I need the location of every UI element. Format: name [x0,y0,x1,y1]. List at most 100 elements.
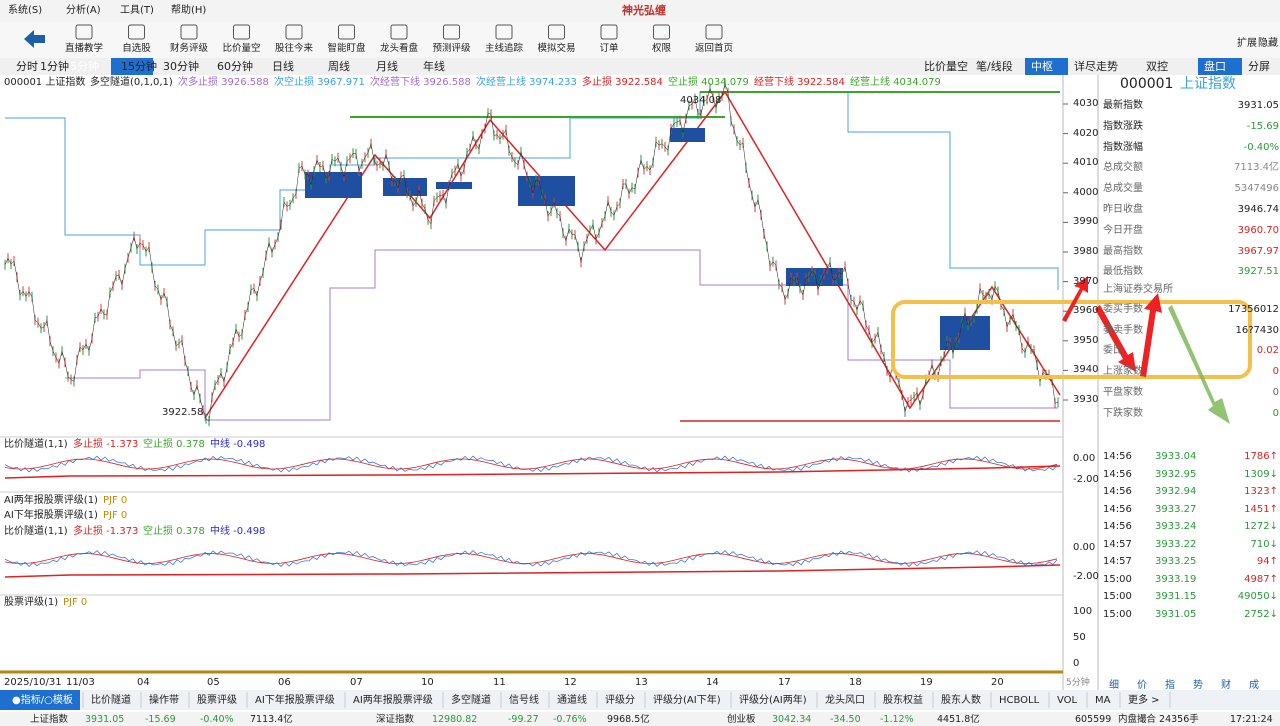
tool-button[interactable]: 自选股 [122,43,151,54]
indicator-tab[interactable]: 股东人数 [941,695,981,706]
tool-button[interactable]: 直播教学 [64,43,103,54]
status-item: 3931.05 [85,714,125,725]
view-tab[interactable]: 双控 [1146,60,1168,73]
brand: 神光弘缠 [622,4,666,17]
quote-tab[interactable]: 财 [1221,680,1231,691]
sub-stop [4,564,1061,578]
period-tab[interactable]: 日线 [272,60,294,73]
period-tab[interactable]: 30分钟 [163,60,199,73]
period-tab[interactable]: 分时 [16,60,38,73]
stat-label: 指数涨幅 [1103,141,1143,153]
period-tab[interactable]: 1分钟 [40,60,69,73]
tool-button[interactable]: 主线追踪 [484,43,523,54]
stat-value: 3946.74 [1237,204,1279,215]
period-tab[interactable]: 月线 [376,60,398,73]
back-arrow[interactable] [24,30,45,48]
indicator-tab[interactable]: HCBOLL [999,695,1040,706]
indicator-tab[interactable]: ●指标/○模板 [12,695,73,706]
exchange: 上海证券交易所 [1103,284,1173,295]
stat-label: 昨日收盘 [1103,204,1143,215]
stat-value: 7113.4亿 [1234,162,1279,174]
period-tab[interactable]: 5分钟 [70,60,99,73]
indicator-label: 股票评级(1) [4,597,59,608]
tool-button[interactable]: 模拟交易 [537,43,576,54]
annotation: 3922.58 [162,407,204,418]
tool-icon [443,24,460,40]
indicator-tab[interactable]: 信号线 [509,695,539,706]
menu-item[interactable]: 分析(A) [66,5,101,16]
indicator-tab[interactable]: AI下年报股票评级 [255,695,335,706]
indicator-tab[interactable]: 股票评级 [197,695,237,706]
menu-item[interactable]: 帮助(H) [171,5,207,16]
x-tick-label: 20 [991,677,1004,688]
view-tab[interactable]: 盘口 [1204,60,1226,73]
menu-bar [0,0,1280,22]
tool-button[interactable]: 股往今来 [274,43,313,54]
indicator-tab[interactable]: 股东权益 [883,695,923,706]
menu-item[interactable]: 工具(T) [120,5,154,16]
trade-time: 15:00 [1103,608,1132,620]
y-tick-label: 0.00 [1073,453,1096,464]
indicator-tab[interactable]: 龙头风口 [825,695,865,706]
tool-button[interactable]: 隐藏 [1258,38,1278,49]
period-tab[interactable]: 周线 [328,60,350,73]
indicator-tab[interactable]: 评级分(AI下年) [653,695,721,706]
indicator-tab[interactable]: 通道线 [557,695,587,706]
y-tick-label: 3970 [1073,275,1099,287]
tool-button[interactable]: 权限 [651,43,671,54]
quote-tab[interactable]: 成 [1249,680,1259,691]
x-tick-label: 11 [493,677,506,688]
tool-button[interactable]: 预测评级 [432,43,471,54]
indicator-tab[interactable]: AI两年报股票评级 [353,695,433,706]
menu-item[interactable]: 系统(S) [8,5,43,16]
indicator-label: 多止损 -1.373 [73,526,139,537]
trade-volume: 1309↓ [1244,468,1278,480]
indicator-tab[interactable]: 比价隧道 [91,695,131,706]
annotation: 4034.08 [680,95,722,106]
tool-button[interactable]: 返回首页 [694,43,733,54]
tool-button[interactable]: 订单 [599,43,619,54]
view-tab[interactable]: 分屏 [1248,60,1270,73]
tool-icon [600,24,618,40]
tool-button[interactable]: 财务评级 [169,43,208,54]
stat-label: 委比 [1103,345,1123,357]
status-item: -99.27 [508,714,539,725]
status-item: -0.76% [553,714,587,725]
indicator-label: 次经营下线 3926.588 [370,77,471,88]
indicator-tab[interactable]: 多空隧道 [451,695,491,706]
status-item: 深证指数 [376,714,415,725]
y-tick-label: 3960 [1073,305,1099,317]
view-tab[interactable]: 详尽走势 [1074,60,1118,73]
stat-label: 委卖手数 [1103,324,1143,336]
view-tab[interactable]: 笔/线段 [976,60,1013,73]
quote-tab[interactable]: 细 [1109,680,1119,691]
quote-tab[interactable]: 指 [1165,680,1175,691]
indicator-tab[interactable]: 评级分(AI两年) [739,695,807,706]
status-item: -34.50 [830,714,861,725]
period-tab[interactable]: 年线 [423,60,445,73]
quote-tab[interactable]: 势 [1193,680,1203,691]
view-tab[interactable]: 中枢 [1031,60,1053,73]
stat-value: 3967.97 [1237,245,1279,257]
stat-label: 最高指数 [1103,245,1143,257]
tool-button[interactable]: 智能盯盘 [327,43,366,54]
indicator-tab[interactable]: 评级分 [605,695,635,706]
period-tab[interactable]: 60分钟 [217,60,253,73]
tab-bar [0,58,1280,75]
pivot-box [940,316,990,350]
indicator-tab[interactable]: VOL [1057,695,1078,706]
y-tick-label: 0.00 [1073,542,1096,553]
indicator-tab[interactable]: 更多 > [1128,695,1160,706]
trade-volume: 4987↑ [1244,573,1278,585]
quote-tab[interactable]: 价 [1137,680,1147,691]
tool-button[interactable]: 扩展 [1237,38,1257,49]
x-tick-label: 19 [920,677,933,688]
period-tab[interactable]: 15分钟 [121,60,157,73]
view-tab[interactable]: 比价量空 [924,60,968,73]
indicator-tab[interactable]: 操作带 [149,695,179,706]
indicator-tab[interactable]: MA [1095,695,1111,706]
tool-button[interactable]: 龙头看盘 [379,43,418,54]
tool-icon [285,24,303,40]
tool-button[interactable]: 比价量空 [222,43,261,54]
indicator-label: 多止损 -1.373 [73,439,139,450]
